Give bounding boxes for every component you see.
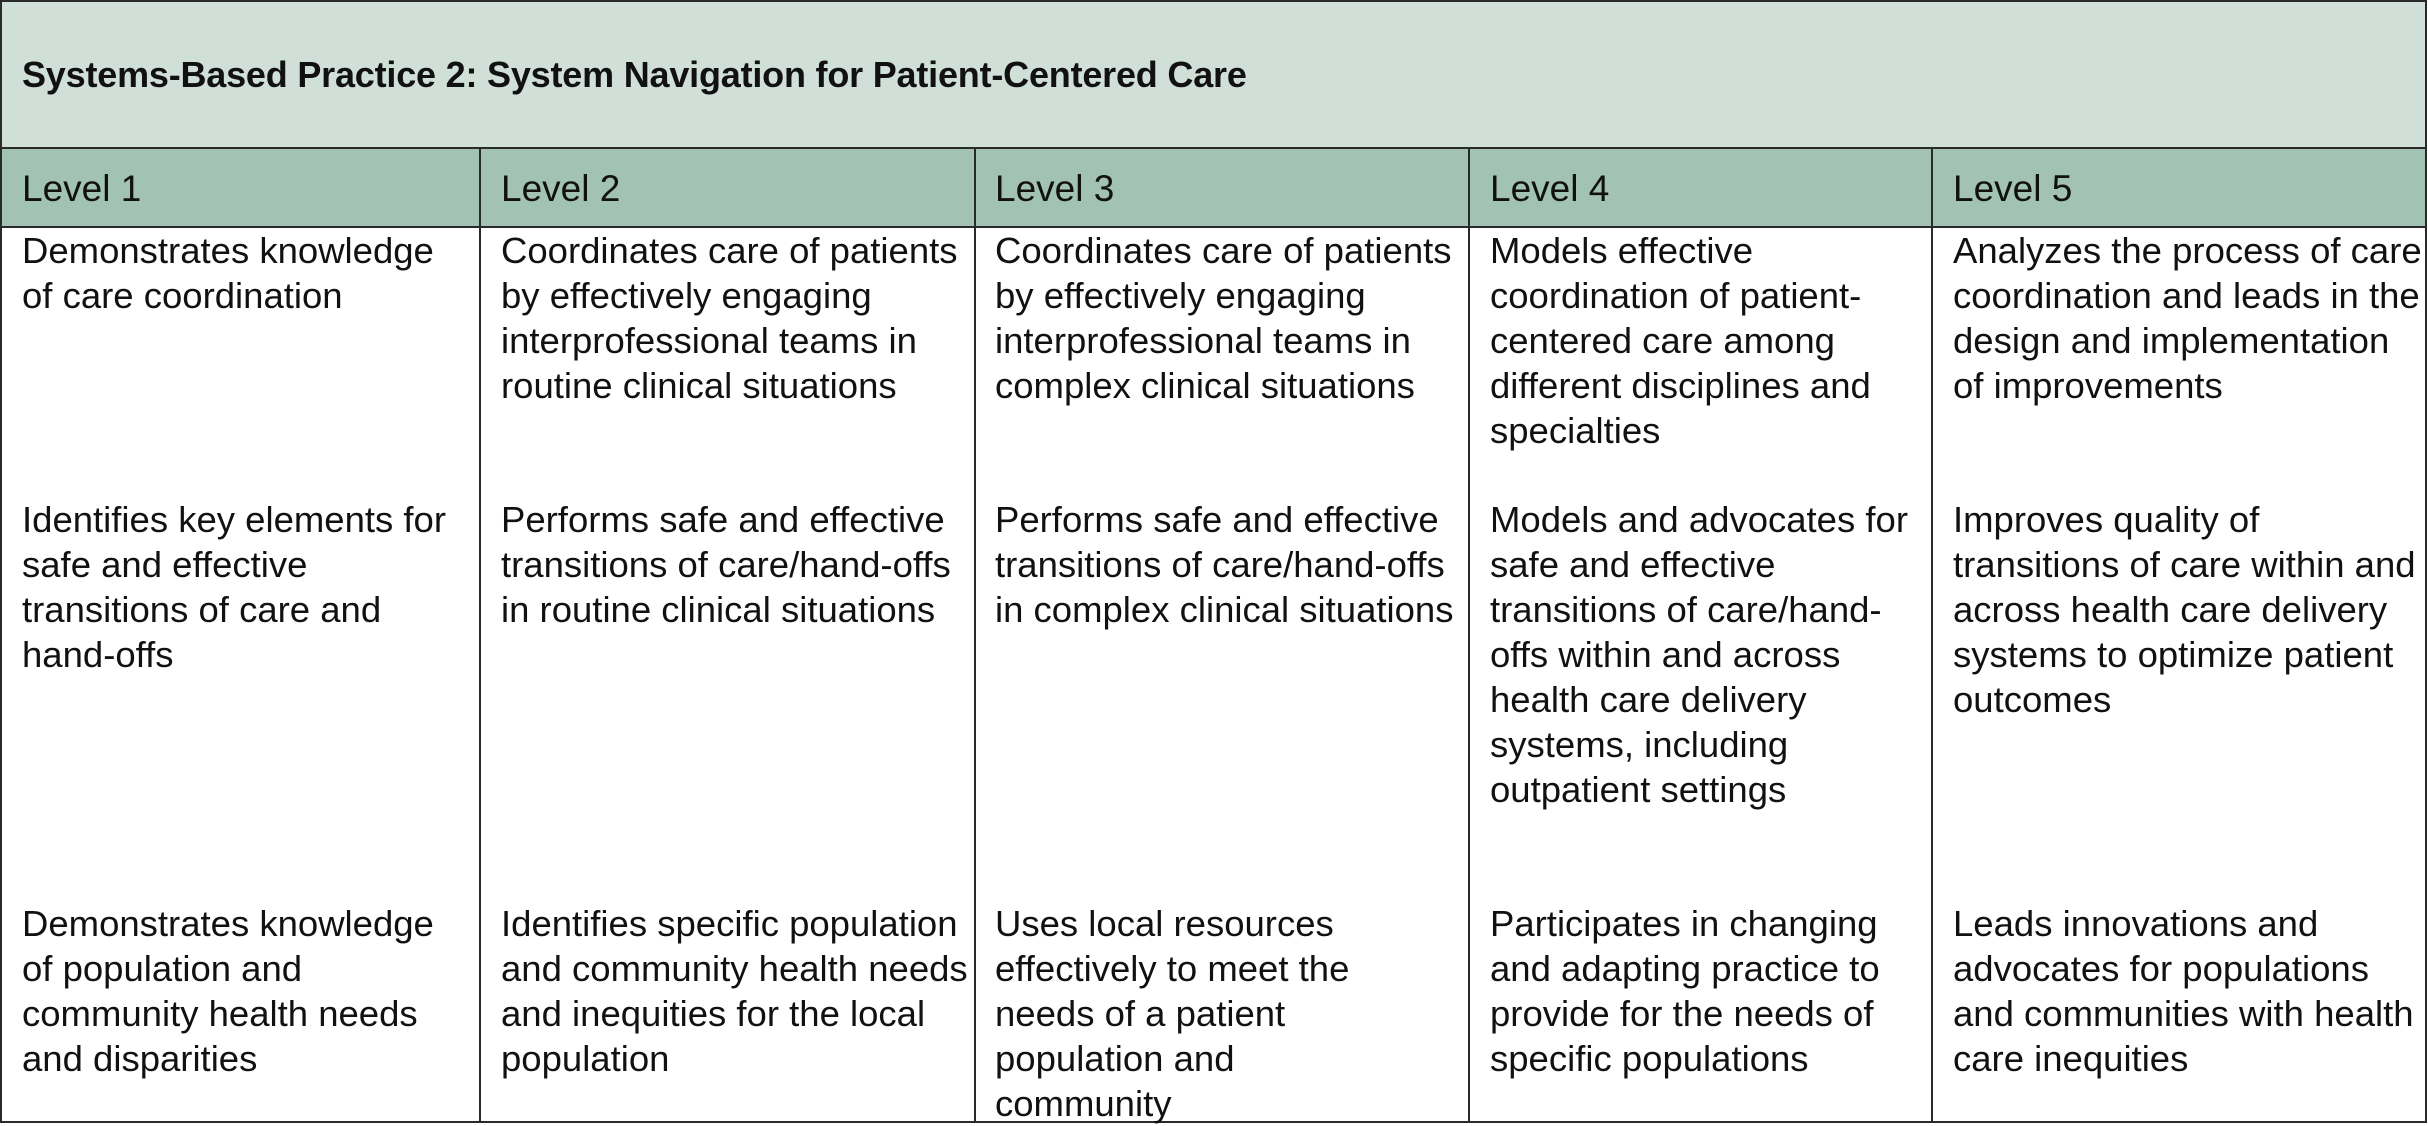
level-3-header: Level 3: [995, 168, 1115, 209]
row-3-level-3-cell: Uses local resources effectively to meet…: [995, 903, 1350, 1124]
row-2-level-5-cell: Improves quality of transitions of care …: [1953, 499, 2416, 720]
row-2-level-4-cell: Models and advocates for safe and effect…: [1490, 499, 1908, 810]
row-3-level-4-cell: Participates in changing and adapting pr…: [1490, 903, 1880, 1079]
row-3-level-2-cell: Identifies specific population and commu…: [501, 903, 968, 1079]
column-divider: [974, 149, 976, 1121]
level-5-header: Level 5: [1953, 168, 2073, 209]
title-bar: Systems-Based Practice 2: System Navigat…: [2, 2, 2425, 149]
column-divider: [1468, 149, 1470, 1121]
level-4-header: Level 4: [1490, 168, 1610, 209]
row-2-level-3-cell: Performs safe and effective transitions …: [995, 499, 1454, 630]
row-1-level-2-cell: Coordinates care of patients by effectiv…: [501, 230, 958, 406]
row-2-level-1-cell: Identifies key elements for safe and eff…: [22, 499, 447, 675]
table-title: Systems-Based Practice 2: System Navigat…: [22, 54, 1247, 95]
column-divider: [479, 149, 481, 1121]
level-2-header: Level 2: [501, 168, 621, 209]
row-1-level-4-cell: Models effective coordination of patient…: [1490, 230, 1871, 451]
level-header-row: [2, 149, 2425, 228]
row-2-level-2-cell: Performs safe and effective transitions …: [501, 499, 951, 630]
row-3-level-5-cell: Leads innovations and advocates for popu…: [1953, 903, 2414, 1079]
level-1-header: Level 1: [22, 168, 142, 209]
row-3-level-1-cell: Demonstrates knowledge of population and…: [22, 903, 434, 1079]
row-1-level-5-cell: Analyzes the process of care coordinatio…: [1953, 230, 2422, 406]
row-1-level-3-cell: Coordinates care of patients by effectiv…: [995, 230, 1452, 406]
row-1-level-1-cell: Demonstrates knowledge of care coordinat…: [22, 230, 434, 316]
column-divider: [1931, 149, 1933, 1121]
